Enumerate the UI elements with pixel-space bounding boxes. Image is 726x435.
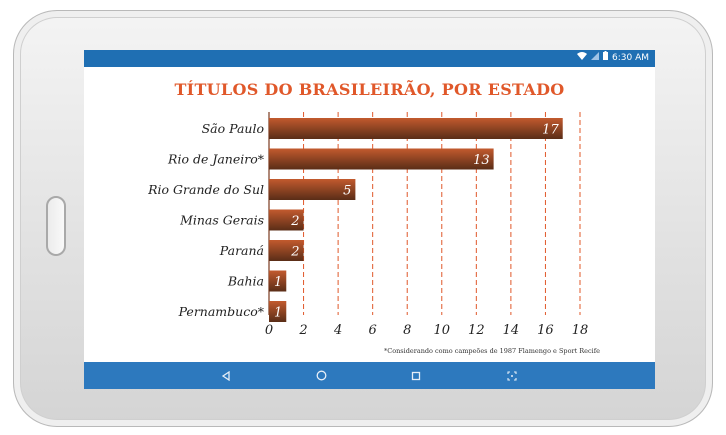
chart-footnote: *Considerando como campeões de 1987 Flam… <box>383 347 600 355</box>
home-circle-icon[interactable] <box>306 362 336 389</box>
chart-title: TÍTULOS DO BRASILEIRÃO, POR ESTADO <box>174 80 565 99</box>
x-tick-label-10: 10 <box>434 323 451 338</box>
x-tick-label-16: 16 <box>537 323 554 338</box>
signal-icon <box>591 50 599 67</box>
x-tick-label-14: 14 <box>503 323 520 338</box>
status-bar: 6:30 AM <box>84 50 655 67</box>
status-time: 6:30 AM <box>612 53 649 63</box>
bar-5 <box>269 270 287 292</box>
category-label-5: Bahia <box>227 274 264 289</box>
bar-0 <box>269 118 563 139</box>
screenshot-icon[interactable] <box>497 362 527 389</box>
x-tick-label-12: 12 <box>468 323 485 338</box>
value-label-1: 13 <box>473 153 490 168</box>
category-label-4: Paraná <box>219 243 264 258</box>
wifi-icon <box>577 50 587 67</box>
value-label-5: 1 <box>274 275 282 290</box>
category-label-1: Rio de Janeiro* <box>167 152 265 167</box>
back-triangle-icon[interactable] <box>211 362 241 389</box>
x-tick-label-2: 2 <box>298 323 307 338</box>
category-label-0: São Paulo <box>202 121 264 136</box>
value-label-4: 2 <box>290 245 299 260</box>
category-label-2: Rio Grande do Sul <box>147 182 264 197</box>
value-label-3: 2 <box>290 214 299 229</box>
x-tick-label-4: 4 <box>333 323 342 338</box>
battery-icon <box>603 50 608 67</box>
x-tick-label-0: 0 <box>265 323 273 338</box>
x-tick-label-6: 6 <box>369 323 377 338</box>
screen: 6:30 AM TÍTULOS DO BRASILEIRÃO, POR ESTA… <box>84 50 655 389</box>
category-label-3: Minas Gerais <box>179 213 264 228</box>
category-label-6: Pernambuco* <box>178 304 265 319</box>
tablet-home-button[interactable] <box>46 196 66 256</box>
value-label-0: 17 <box>542 123 559 138</box>
bar-1 <box>269 148 494 170</box>
value-label-2: 5 <box>343 184 351 199</box>
x-tick-label-8: 8 <box>403 323 411 338</box>
bar-6 <box>269 301 287 322</box>
recents-square-icon[interactable] <box>401 362 431 389</box>
bar-2 <box>269 179 356 200</box>
value-label-6: 1 <box>274 306 282 321</box>
x-tick-label-18: 18 <box>572 323 589 338</box>
navigation-bar <box>84 362 655 389</box>
bar-3 <box>269 209 304 231</box>
bar-chart: São Paulo 17 Rio de Janeiro* 13 Rio Grande d… <box>147 112 589 338</box>
bar-4 <box>269 240 304 261</box>
